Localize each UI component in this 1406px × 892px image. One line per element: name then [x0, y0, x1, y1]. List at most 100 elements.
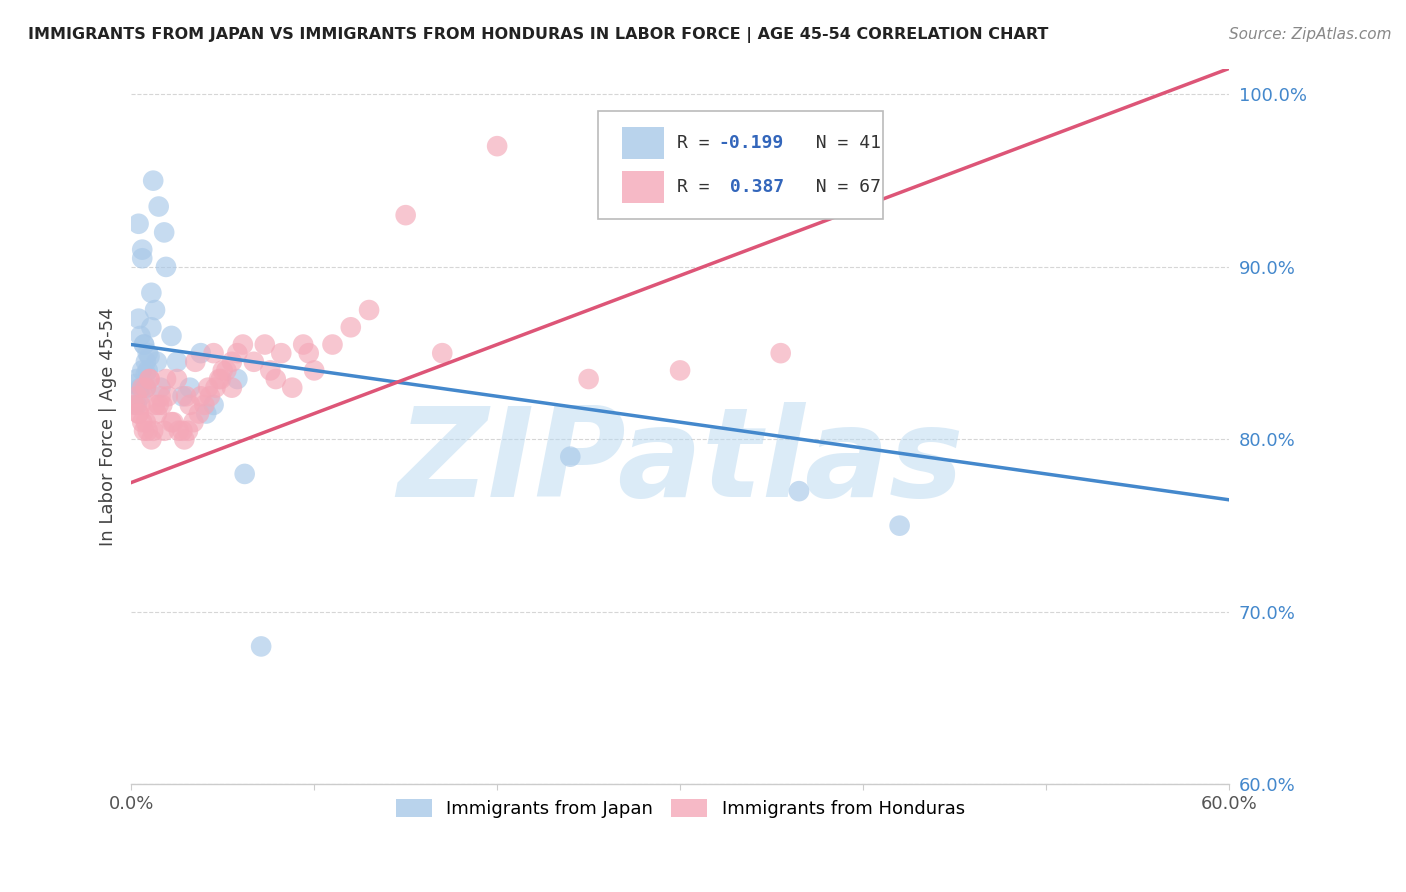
Point [149, 389, 172, 403]
Point [359, 303, 381, 318]
Point [208, 372, 231, 386]
Point [148, 398, 170, 412]
Point [146, 355, 169, 369]
Point [560, 450, 582, 464]
Point [153, 424, 176, 438]
Point [136, 363, 159, 377]
Text: -0.199: -0.199 [718, 135, 783, 153]
Point [179, 398, 201, 412]
Point [143, 398, 166, 412]
Point [250, 640, 273, 654]
Point [149, 381, 172, 395]
Point [221, 355, 243, 369]
Point [889, 518, 911, 533]
Point [787, 484, 810, 499]
Text: R =: R = [676, 135, 720, 153]
Point [128, 407, 150, 421]
Point [172, 389, 194, 403]
Point [135, 355, 157, 369]
Text: 0.387: 0.387 [718, 178, 783, 196]
Point [142, 424, 165, 438]
Point [143, 303, 166, 318]
Text: N = 67: N = 67 [794, 178, 882, 196]
Point [132, 424, 155, 438]
Point [486, 139, 509, 153]
Point [166, 355, 188, 369]
Point [226, 372, 249, 386]
Point [135, 415, 157, 429]
Point [187, 407, 209, 421]
Point [153, 226, 176, 240]
Text: Source: ZipAtlas.com: Source: ZipAtlas.com [1229, 27, 1392, 42]
Point [243, 355, 266, 369]
Point [138, 372, 160, 386]
Point [195, 407, 218, 421]
Point [669, 363, 692, 377]
Point [150, 398, 173, 412]
Point [432, 346, 454, 360]
Point [226, 346, 249, 360]
Point [209, 372, 232, 386]
Point [211, 363, 233, 377]
Point [172, 424, 194, 438]
Point [281, 381, 304, 395]
FancyBboxPatch shape [598, 112, 883, 219]
Point [132, 337, 155, 351]
Point [253, 337, 276, 351]
Point [202, 346, 225, 360]
Point [167, 424, 190, 438]
Point [142, 174, 165, 188]
Point [233, 467, 256, 481]
Point [160, 415, 183, 429]
Point [221, 381, 243, 395]
Point [129, 329, 152, 343]
Point [270, 346, 292, 360]
Point [148, 200, 170, 214]
Point [135, 367, 157, 381]
Point [155, 260, 177, 274]
Point [292, 337, 315, 351]
Point [141, 433, 163, 447]
Point [146, 407, 169, 421]
Point [232, 337, 254, 351]
Point [179, 381, 201, 395]
Point [160, 329, 183, 343]
Point [156, 389, 179, 403]
Point [125, 398, 148, 412]
Point [135, 381, 157, 395]
Point [129, 381, 152, 395]
Point [141, 285, 163, 300]
Point [135, 381, 157, 395]
Point [136, 424, 159, 438]
Text: R =: R = [676, 178, 720, 196]
Point [190, 346, 212, 360]
Point [141, 320, 163, 334]
Point [129, 389, 152, 403]
Point [166, 372, 188, 386]
Point [131, 381, 153, 395]
Point [198, 389, 221, 403]
Bar [621, 171, 664, 203]
Point [131, 363, 153, 377]
Point [125, 372, 148, 386]
Legend: Immigrants from Japan, Immigrants from Honduras: Immigrants from Japan, Immigrants from H… [388, 792, 972, 825]
Point [138, 350, 160, 364]
Point [197, 381, 219, 395]
Point [264, 372, 287, 386]
Point [215, 363, 238, 377]
Point [578, 372, 600, 386]
Text: ZIPatlas: ZIPatlas [396, 401, 963, 523]
Point [302, 363, 325, 377]
Point [298, 346, 321, 360]
Point [131, 243, 153, 257]
Point [259, 363, 281, 377]
Point [395, 208, 418, 222]
Point [124, 398, 146, 412]
Point [193, 398, 215, 412]
Point [173, 433, 195, 447]
Point [202, 398, 225, 412]
Point [190, 389, 212, 403]
Point [769, 346, 792, 360]
Point [339, 320, 361, 334]
Point [174, 389, 197, 403]
